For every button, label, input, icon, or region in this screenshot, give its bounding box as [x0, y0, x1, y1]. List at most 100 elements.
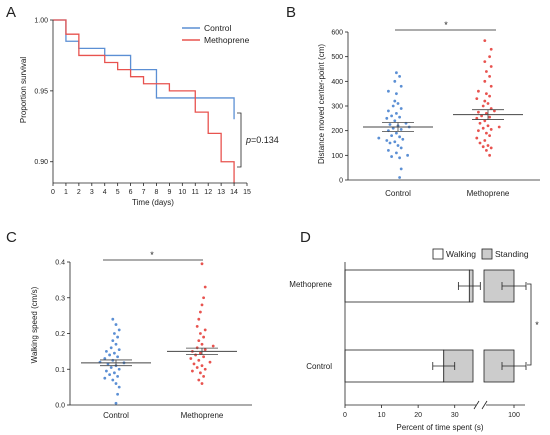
panel-b-y-tick-label: 200	[331, 128, 343, 135]
panel-c-point-methoprene	[203, 348, 207, 351]
panel-a-x-tick-label: 4	[103, 189, 107, 196]
panel-b-point-control	[393, 119, 397, 123]
panel-b-point-methoprene	[488, 115, 491, 119]
panel-c-point-control	[105, 369, 108, 373]
panel-d-significance-bracket	[527, 283, 532, 366]
panel-b-point-control	[398, 176, 401, 179]
panel-a-p-value: p=0.134	[245, 135, 279, 145]
panel-b-point-control	[395, 151, 398, 155]
panel-c-point-methoprene	[202, 296, 206, 300]
panel-d-x-tick-label: 100	[508, 412, 520, 419]
legend-label-control: Control	[204, 23, 232, 33]
panel-c-y-tick-label: 0.1	[55, 367, 65, 374]
panel-a-y-tick-label: 1.00	[34, 18, 48, 25]
panel-a-x-tick-label: 12	[204, 189, 212, 196]
panel-c-point-methoprene	[203, 367, 207, 371]
panel-c-point-control	[116, 392, 119, 396]
panel-b-point-methoprene	[478, 121, 482, 125]
panel-a-x-tick-label: 7	[142, 189, 146, 196]
panel-d-bars	[344, 269, 527, 383]
panel-b-point-methoprene	[497, 125, 501, 129]
panel-c-point-methoprene	[197, 358, 201, 362]
panel-c-point-methoprene	[199, 310, 202, 314]
panel-c-point-methoprene	[200, 262, 204, 266]
panel-b-point-methoprene	[481, 145, 485, 149]
panel-b-point-methoprene	[489, 65, 493, 68]
panel-d-y-tick-methoprene: Methoprene	[289, 280, 332, 289]
panel-c-y-tick-label: 0.3	[55, 295, 65, 302]
panel-b-point-control	[399, 146, 403, 150]
panel-b-point-methoprene	[483, 60, 487, 63]
panel-b-point-control	[396, 102, 400, 105]
panel-c-x-tick-methoprene: Methoprene	[181, 411, 224, 420]
panel-b-point-control	[401, 137, 405, 141]
panel-label-a: A	[6, 4, 16, 21]
panel-b-point-methoprene	[478, 141, 482, 145]
panel-c-point-control	[116, 375, 119, 378]
panel-b-point-methoprene	[483, 139, 487, 142]
panel-b-point-control	[393, 140, 397, 144]
panel-c-point-control	[108, 373, 111, 377]
panel-c-point-control	[114, 382, 118, 385]
panel-b-significance-mark: *	[444, 20, 448, 30]
panel-c-point-control	[109, 346, 113, 350]
panel-d-legend: Walking Standing	[432, 248, 529, 260]
panel-a-x-ticks: 0 1 2 3 4 5 6 7 8 9 10 11 12 13 14 15	[51, 183, 251, 196]
panel-c-point-control	[113, 351, 116, 355]
bar-walking-control	[344, 349, 445, 383]
panel-c-point-methoprene	[200, 342, 204, 346]
panel-c-y-label: Walking speed (cm/s)	[30, 286, 39, 363]
panel-b-point-control	[399, 107, 403, 110]
panel-b-point-methoprene	[483, 39, 487, 43]
panel-a-x-tick-label: 14	[230, 189, 238, 196]
panel-c-point-control	[103, 376, 107, 380]
panel-b-point-methoprene	[485, 131, 488, 135]
panel-a-y-ticks: 0.90 0.95 1.00	[34, 18, 53, 166]
panel-b-point-control	[396, 144, 400, 147]
panel-b-point-methoprene	[480, 114, 483, 118]
panel-b-y-tick-label: 400	[331, 79, 343, 86]
panel-b-point-methoprene	[486, 144, 490, 147]
panel-b-y-ticks: 0 100 200 300 400 500 600	[331, 30, 348, 185]
panel-c-y-tick-label: 0.0	[55, 403, 65, 410]
panel-d-axis-break-gap	[476, 400, 486, 410]
panel-b-point-methoprene	[485, 92, 488, 96]
panel-a-x-tick-label: 15	[243, 189, 251, 196]
panel-b-point-control	[393, 79, 397, 83]
panel-c-point-control	[111, 378, 115, 382]
panel-b-point-methoprene	[489, 128, 493, 131]
panel-b-point-methoprene	[481, 126, 485, 130]
panel-d-x-label: Percent of time spent (s)	[396, 423, 483, 432]
panel-c-point-control	[117, 385, 121, 389]
panel-b-point-control	[399, 84, 403, 88]
panel-a-survival-chart: 0 1 2 3 4 5 6 7 8 9 10 11 12 13 14 15 0.900.951.00 Time…	[19, 18, 279, 208]
panel-b-point-methoprene	[475, 136, 479, 140]
panel-b-point-methoprene	[481, 104, 485, 108]
panel-b-point-control	[385, 139, 389, 142]
panel-a-x-tick-label: 10	[178, 189, 186, 196]
legend-swatch-walking	[432, 248, 444, 260]
panel-b-point-methoprene	[486, 124, 490, 128]
panel-c-point-methoprene	[199, 332, 202, 335]
panel-c-point-methoprene	[199, 371, 202, 375]
panel-c-point-methoprene	[208, 360, 212, 364]
panel-b-point-control	[390, 155, 393, 158]
panel-c-point-control	[114, 401, 118, 405]
panel-c-point-methoprene	[203, 328, 207, 332]
panel-a-y-tick-label: 0.90	[34, 159, 48, 166]
panel-b-point-control	[398, 75, 401, 78]
series-line-methoprene	[53, 19, 235, 183]
panel-c-point-control	[109, 366, 113, 369]
panel-c-point-methoprene	[200, 382, 204, 385]
panel-b-point-methoprene	[488, 134, 491, 138]
panel-a-x-tick-label: 2	[77, 189, 81, 196]
panel-c-point-control	[114, 323, 118, 326]
panel-d-y-tick-control: Control	[306, 362, 332, 371]
panel-a-x-tick-label: 3	[90, 189, 94, 196]
panel-b-point-methoprene	[488, 153, 491, 157]
panel-c-point-methoprene	[202, 375, 206, 378]
panel-b-point-control	[395, 71, 398, 75]
panel-a-x-tick-label: 8	[155, 189, 159, 196]
panel-b-point-control	[399, 167, 403, 171]
panel-b-point-control	[395, 92, 398, 96]
